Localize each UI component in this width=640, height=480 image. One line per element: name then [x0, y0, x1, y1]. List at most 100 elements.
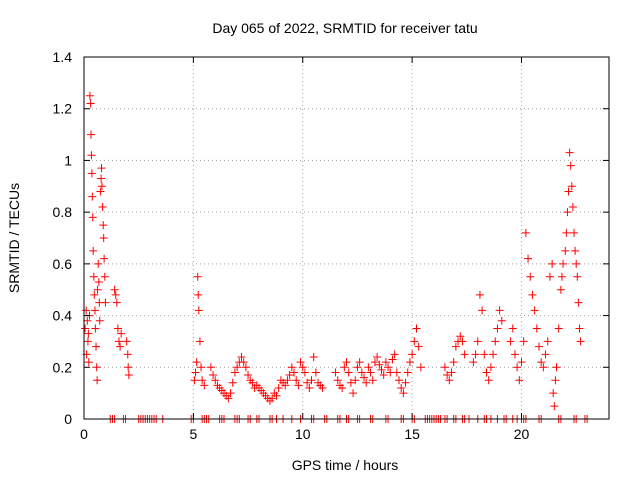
- data-point: [122, 337, 131, 346]
- data-point: [475, 290, 484, 299]
- data-point: [381, 358, 390, 367]
- data-point: [556, 285, 565, 294]
- grid: [84, 57, 609, 419]
- data-point: [226, 389, 235, 398]
- data-point: [519, 337, 528, 346]
- data-point: [451, 342, 460, 351]
- data-point: [550, 402, 559, 411]
- data-point: [521, 228, 530, 237]
- data-point: [309, 352, 318, 361]
- data-point: [510, 350, 519, 359]
- y-axis-label: SRMTID / TECUs: [6, 183, 22, 293]
- x-tick-label: 15: [404, 426, 420, 442]
- data-point: [200, 381, 209, 390]
- data-point: [294, 381, 303, 390]
- y-tick-label: 1.2: [53, 101, 73, 117]
- data-point: [530, 306, 539, 315]
- data-point: [366, 368, 375, 377]
- data-point: [110, 285, 119, 294]
- plot-frame: [83, 56, 610, 420]
- data-point: [537, 358, 546, 367]
- data-point: [346, 378, 355, 387]
- data-point: [190, 376, 199, 385]
- data-point: [390, 350, 399, 359]
- data-point: [377, 365, 386, 374]
- data-point: [401, 378, 410, 387]
- data-point: [493, 324, 502, 333]
- data-point: [545, 272, 554, 281]
- x-tick-label: 0: [80, 426, 88, 442]
- data-point: [397, 383, 406, 392]
- data-point: [557, 272, 566, 281]
- data-point: [570, 228, 578, 237]
- data-point: [99, 221, 108, 230]
- data-point: [96, 187, 105, 196]
- data-point: [99, 234, 108, 242]
- data-point: [87, 151, 96, 160]
- data-point: [92, 363, 101, 372]
- y-tick-label: 0.6: [53, 256, 73, 272]
- data-point: [414, 342, 423, 351]
- y-tick-label: 0.2: [53, 359, 73, 375]
- data-points: [81, 91, 592, 423]
- data-point: [408, 350, 417, 359]
- data-point: [539, 363, 548, 372]
- data-point: [84, 358, 93, 367]
- data-point: [344, 368, 353, 377]
- data-point: [561, 246, 570, 255]
- x-tick-label: 10: [295, 426, 311, 442]
- data-point: [198, 376, 207, 385]
- data-point: [340, 363, 349, 372]
- data-point: [541, 350, 550, 359]
- x-tick-label: 5: [189, 426, 197, 442]
- x-tick-label: 20: [514, 426, 530, 442]
- data-point: [100, 254, 109, 263]
- data-point: [524, 254, 533, 263]
- data-point: [94, 259, 103, 268]
- data-point: [443, 371, 452, 380]
- data-point: [360, 373, 368, 382]
- data-point: [123, 350, 132, 359]
- data-point: [305, 383, 314, 392]
- data-point: [497, 316, 506, 325]
- y-tick-label: 0.4: [53, 308, 73, 324]
- data-point: [571, 246, 580, 255]
- data-point: [206, 363, 215, 372]
- data-point: [473, 337, 482, 346]
- data-point: [416, 363, 425, 372]
- data-point: [211, 376, 220, 385]
- data-point: [94, 277, 103, 286]
- data-point: [93, 376, 102, 385]
- data-point: [357, 368, 366, 377]
- data-point: [564, 187, 573, 196]
- data-point: [535, 342, 543, 351]
- data-point: [575, 324, 584, 333]
- data-point: [113, 324, 122, 333]
- data-point: [410, 337, 419, 346]
- data-point: [551, 376, 560, 385]
- data-point: [405, 358, 414, 367]
- data-point: [449, 358, 458, 367]
- y-tick-label: 1: [64, 152, 72, 168]
- data-point: [506, 337, 515, 346]
- data-point: [532, 324, 541, 333]
- data-point: [562, 228, 571, 237]
- data-point: [268, 394, 277, 403]
- data-point: [98, 202, 107, 211]
- data-point: [97, 182, 106, 191]
- data-point: [355, 358, 364, 367]
- data-point: [97, 164, 106, 173]
- data-point: [548, 259, 557, 268]
- data-point: [88, 213, 97, 222]
- data-point: [87, 130, 95, 139]
- data-point: [484, 376, 493, 385]
- data-point: [117, 329, 126, 338]
- data-point: [300, 368, 309, 377]
- data-point: [224, 394, 233, 403]
- data-point: [471, 350, 480, 359]
- data-point: [124, 363, 133, 372]
- data-point: [565, 148, 574, 157]
- data-point: [298, 363, 307, 372]
- data-point: [349, 389, 358, 398]
